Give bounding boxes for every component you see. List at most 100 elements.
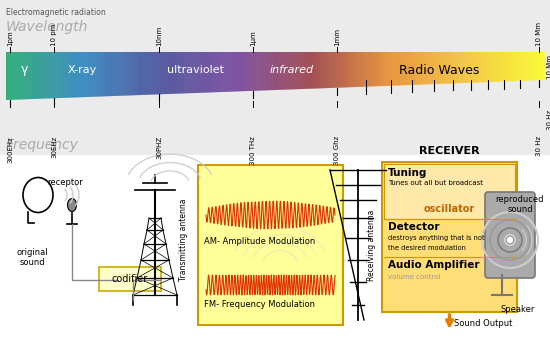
Polygon shape xyxy=(398,52,399,85)
Text: the desired modulation: the desired modulation xyxy=(388,245,466,251)
Polygon shape xyxy=(360,52,361,87)
Polygon shape xyxy=(253,52,254,91)
Polygon shape xyxy=(76,52,78,97)
Polygon shape xyxy=(354,52,355,87)
Text: 10 Mm: 10 Mm xyxy=(547,55,550,79)
Polygon shape xyxy=(57,52,58,98)
Polygon shape xyxy=(529,52,530,81)
Polygon shape xyxy=(180,52,181,94)
Polygon shape xyxy=(455,52,456,83)
Polygon shape xyxy=(138,52,139,95)
Polygon shape xyxy=(449,52,450,83)
Polygon shape xyxy=(263,52,264,91)
Polygon shape xyxy=(460,52,461,83)
Polygon shape xyxy=(462,52,463,83)
Polygon shape xyxy=(516,52,517,81)
Polygon shape xyxy=(416,52,417,85)
Text: volume control: volume control xyxy=(388,274,441,280)
Polygon shape xyxy=(197,52,198,93)
Polygon shape xyxy=(372,52,373,86)
Polygon shape xyxy=(187,52,188,93)
Polygon shape xyxy=(309,52,310,89)
Text: Tunes out all but broadcast: Tunes out all but broadcast xyxy=(388,180,483,186)
Polygon shape xyxy=(451,52,452,83)
FancyBboxPatch shape xyxy=(384,164,515,219)
Polygon shape xyxy=(108,52,109,96)
Polygon shape xyxy=(207,52,208,93)
Polygon shape xyxy=(107,52,108,96)
Polygon shape xyxy=(285,52,286,89)
Polygon shape xyxy=(80,52,81,97)
Polygon shape xyxy=(34,52,35,99)
Polygon shape xyxy=(254,52,255,91)
Text: Detector: Detector xyxy=(388,222,439,232)
Polygon shape xyxy=(489,52,490,82)
Polygon shape xyxy=(19,52,20,100)
Polygon shape xyxy=(146,52,147,95)
Polygon shape xyxy=(313,52,314,88)
Polygon shape xyxy=(353,52,354,87)
Polygon shape xyxy=(152,52,153,95)
Polygon shape xyxy=(424,52,425,84)
Polygon shape xyxy=(134,52,135,95)
Text: Receiving antenna: Receiving antenna xyxy=(367,209,377,281)
Polygon shape xyxy=(177,52,178,94)
Polygon shape xyxy=(404,52,405,85)
Polygon shape xyxy=(98,52,99,97)
Polygon shape xyxy=(21,52,22,99)
Polygon shape xyxy=(54,52,55,98)
Polygon shape xyxy=(432,52,433,84)
Polygon shape xyxy=(378,52,379,86)
Polygon shape xyxy=(361,52,362,87)
Polygon shape xyxy=(225,52,226,92)
Polygon shape xyxy=(310,52,311,89)
Polygon shape xyxy=(93,52,94,97)
Polygon shape xyxy=(7,52,8,100)
Polygon shape xyxy=(166,52,167,94)
Polygon shape xyxy=(436,52,437,84)
Polygon shape xyxy=(291,52,292,89)
Polygon shape xyxy=(214,52,215,92)
Polygon shape xyxy=(543,52,544,80)
Polygon shape xyxy=(42,52,43,99)
Polygon shape xyxy=(168,52,169,94)
Polygon shape xyxy=(241,52,243,91)
Polygon shape xyxy=(478,52,480,82)
Polygon shape xyxy=(453,52,454,83)
Polygon shape xyxy=(27,52,28,99)
Polygon shape xyxy=(73,52,74,98)
Text: 30PHZ: 30PHZ xyxy=(156,136,162,159)
Polygon shape xyxy=(540,52,541,80)
Text: 300 THz: 300 THz xyxy=(250,136,256,165)
Polygon shape xyxy=(147,52,148,95)
Polygon shape xyxy=(63,52,64,98)
Polygon shape xyxy=(190,52,191,93)
Polygon shape xyxy=(51,52,52,98)
Polygon shape xyxy=(517,52,518,81)
Polygon shape xyxy=(75,52,76,97)
Polygon shape xyxy=(216,52,217,92)
Polygon shape xyxy=(32,52,33,99)
Polygon shape xyxy=(466,52,468,83)
Polygon shape xyxy=(307,52,309,89)
Polygon shape xyxy=(178,52,179,94)
Polygon shape xyxy=(426,52,427,84)
Polygon shape xyxy=(259,52,260,91)
Text: oscillator: oscillator xyxy=(424,204,475,214)
Polygon shape xyxy=(204,52,205,93)
Polygon shape xyxy=(343,52,344,87)
Polygon shape xyxy=(224,52,225,92)
Polygon shape xyxy=(329,52,330,88)
Polygon shape xyxy=(408,52,409,85)
Text: Transmitting antenna: Transmitting antenna xyxy=(179,199,188,281)
Polygon shape xyxy=(81,52,82,97)
Polygon shape xyxy=(151,52,152,95)
Polygon shape xyxy=(124,52,125,96)
Polygon shape xyxy=(218,52,219,92)
Polygon shape xyxy=(302,52,303,89)
Polygon shape xyxy=(403,52,404,85)
Polygon shape xyxy=(385,52,386,86)
Polygon shape xyxy=(388,52,389,86)
Polygon shape xyxy=(483,52,484,82)
Polygon shape xyxy=(170,52,171,94)
